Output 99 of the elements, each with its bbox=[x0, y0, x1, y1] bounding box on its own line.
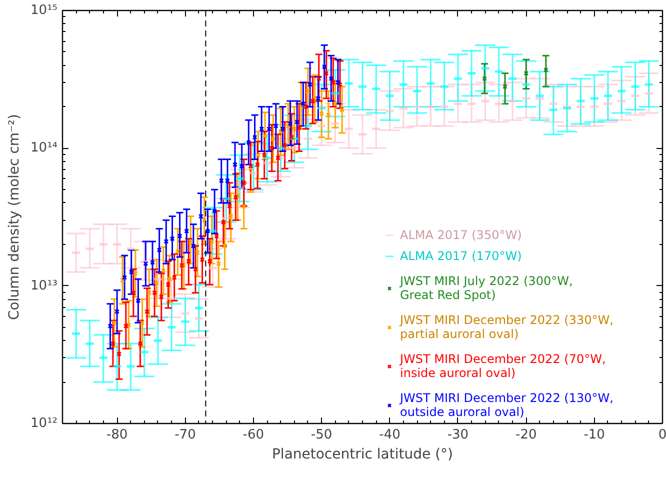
point bbox=[122, 274, 128, 280]
x-tick-label: -30 bbox=[447, 428, 469, 442]
point bbox=[184, 228, 190, 234]
y-tick-label: 10¹² bbox=[30, 416, 58, 431]
point bbox=[110, 341, 116, 346]
point bbox=[108, 324, 113, 329]
y-tick-label: 10¹⁴ bbox=[30, 140, 58, 156]
y-tick-label: 10¹⁵ bbox=[30, 3, 58, 18]
point bbox=[222, 243, 228, 248]
point bbox=[326, 112, 331, 118]
point bbox=[170, 236, 175, 242]
y-axis-title: Column density (molec cm⁻²) bbox=[6, 114, 23, 320]
point bbox=[278, 129, 284, 134]
point bbox=[186, 258, 192, 264]
point bbox=[262, 133, 268, 138]
point bbox=[324, 70, 329, 76]
point bbox=[337, 82, 343, 88]
point bbox=[305, 88, 310, 94]
point bbox=[266, 126, 272, 132]
point bbox=[140, 320, 145, 326]
point bbox=[150, 260, 156, 265]
point bbox=[143, 261, 148, 266]
point bbox=[194, 250, 200, 256]
point bbox=[262, 152, 267, 158]
point bbox=[198, 214, 204, 219]
point bbox=[332, 101, 338, 106]
point bbox=[152, 290, 158, 296]
point bbox=[166, 282, 171, 288]
legend-label: JWST MIRI July 2022 (300°W, Great Red Spot) bbox=[400, 274, 573, 302]
point bbox=[130, 290, 136, 296]
point bbox=[269, 146, 274, 151]
point bbox=[192, 266, 198, 272]
point bbox=[160, 268, 166, 274]
point bbox=[202, 218, 207, 223]
point bbox=[177, 234, 182, 239]
point bbox=[132, 270, 138, 276]
point bbox=[270, 136, 276, 142]
x-tick-label: -20 bbox=[516, 428, 537, 442]
legend-label: JWST MIRI December 2022 (130°W, outside auroral oval) bbox=[400, 391, 614, 419]
y-tick-label: 10¹³ bbox=[30, 278, 58, 294]
point bbox=[227, 204, 232, 209]
point bbox=[220, 220, 226, 225]
point bbox=[319, 111, 324, 116]
point bbox=[207, 258, 212, 264]
point bbox=[164, 238, 169, 244]
point bbox=[144, 309, 150, 314]
point bbox=[307, 82, 313, 88]
point bbox=[116, 351, 122, 356]
point bbox=[167, 276, 172, 282]
x-tick-label: -70 bbox=[174, 428, 196, 442]
point bbox=[120, 278, 126, 283]
point bbox=[259, 126, 264, 132]
legend-label: JWST MIRI December 2022 (330°W, partial auroral oval) bbox=[400, 313, 614, 341]
point bbox=[114, 309, 120, 314]
legend-label: ALMA 2017 (350°W) bbox=[400, 228, 522, 242]
point bbox=[232, 162, 238, 168]
point bbox=[280, 126, 286, 132]
point bbox=[322, 64, 327, 70]
legend-label: ALMA 2017 (170°W) bbox=[400, 249, 522, 263]
point bbox=[154, 280, 160, 286]
point bbox=[136, 298, 141, 304]
point bbox=[112, 320, 117, 326]
point bbox=[138, 341, 143, 346]
point bbox=[190, 243, 196, 248]
x-tick-label: -80 bbox=[106, 428, 128, 442]
x-tick-label: -40 bbox=[379, 428, 400, 442]
legend-label: JWST MIRI December 2022 (70°W, inside auroral oval) bbox=[400, 352, 606, 380]
point bbox=[275, 155, 280, 160]
x-tick-label: 0 bbox=[658, 428, 666, 442]
point bbox=[146, 290, 152, 296]
point bbox=[248, 164, 254, 169]
x-axis-title: Planetocentric latitude (°) bbox=[272, 446, 454, 462]
point bbox=[282, 142, 288, 148]
point bbox=[248, 166, 254, 172]
x-tick-label: -60 bbox=[242, 428, 264, 442]
point bbox=[156, 248, 162, 253]
point bbox=[175, 248, 180, 254]
point bbox=[158, 294, 164, 300]
point bbox=[482, 76, 488, 82]
point bbox=[273, 123, 278, 128]
point bbox=[340, 107, 345, 112]
point bbox=[328, 76, 334, 82]
point bbox=[303, 104, 308, 110]
point bbox=[252, 134, 258, 140]
point bbox=[289, 134, 294, 140]
point bbox=[200, 257, 205, 262]
point bbox=[543, 67, 548, 72]
point bbox=[212, 208, 218, 214]
point bbox=[254, 162, 260, 168]
point bbox=[502, 84, 508, 90]
point bbox=[330, 80, 336, 85]
point bbox=[335, 80, 340, 85]
point bbox=[128, 270, 134, 275]
point bbox=[126, 322, 132, 328]
point bbox=[172, 274, 177, 280]
point bbox=[524, 70, 529, 76]
x-tick-label: -50 bbox=[310, 428, 332, 442]
point bbox=[239, 164, 244, 169]
x-tick-label: -10 bbox=[584, 428, 605, 442]
